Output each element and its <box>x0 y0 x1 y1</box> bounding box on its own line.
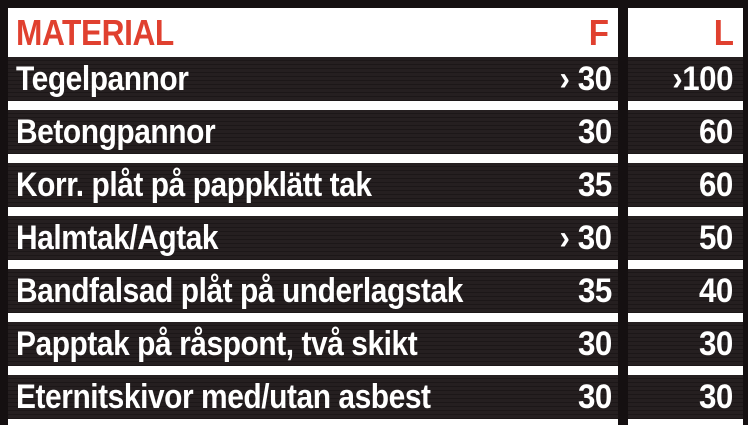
table-row-material-cell: Tegelpannor › 30 <box>8 57 618 110</box>
material-name: Betongpannor <box>16 113 216 151</box>
l-value: 30 <box>699 378 733 416</box>
column-header-f: F <box>588 11 608 53</box>
table-row-material-cell: Eternitskivor med/utan asbest 30 <box>8 375 618 425</box>
table-row-l-cell: 50 <box>628 216 743 269</box>
material-name: Bandfalsad plåt på underlagstak <box>16 272 463 310</box>
f-value: 30 <box>578 325 612 363</box>
table-row-material-cell: Korr. plåt på pappklätt tak 35 <box>8 163 618 216</box>
l-value: 60 <box>699 113 733 151</box>
column-header-l: L <box>713 11 733 53</box>
l-value: ›100 <box>672 60 733 98</box>
material-name: Tegelpannor <box>16 60 189 98</box>
table-grid: MATERIAL F L Tegelpannor › 30 ›100 Beton… <box>8 8 743 425</box>
f-value: 35 <box>578 166 612 204</box>
l-value: 60 <box>699 166 733 204</box>
table-row-l-cell: 30 <box>628 322 743 375</box>
table-row-material-cell: Bandfalsad plåt på underlagstak 35 <box>8 269 618 322</box>
material-name: Papptak på råspont, två skikt <box>16 325 418 363</box>
table-row-l-cell: 30 <box>628 375 743 425</box>
f-value: › 30 <box>559 60 613 98</box>
header-cell-material-f: MATERIAL F <box>8 8 618 57</box>
f-value: › 30 <box>559 219 613 257</box>
table-row-l-cell: 40 <box>628 269 743 322</box>
table-row-material-cell: Betongpannor 30 <box>8 110 618 163</box>
material-name: Korr. plåt på pappklätt tak <box>16 166 372 204</box>
l-value: 50 <box>699 219 733 257</box>
l-value: 30 <box>699 325 733 363</box>
l-value: 40 <box>699 272 733 310</box>
f-value: 35 <box>578 272 612 310</box>
table-row-material-cell: Papptak på råspont, två skikt 30 <box>8 322 618 375</box>
material-name: Eternitskivor med/utan asbest <box>16 378 431 416</box>
table-row-material-cell: Halmtak/Agtak › 30 <box>8 216 618 269</box>
table-row-l-cell: 60 <box>628 110 743 163</box>
f-value: 30 <box>578 113 612 151</box>
header-cell-l: L <box>628 8 743 57</box>
material-name: Halmtak/Agtak <box>16 219 219 257</box>
table-row-l-cell: ›100 <box>628 57 743 110</box>
column-header-material: MATERIAL <box>16 11 174 53</box>
f-value: 30 <box>578 378 612 416</box>
table-row-l-cell: 60 <box>628 163 743 216</box>
